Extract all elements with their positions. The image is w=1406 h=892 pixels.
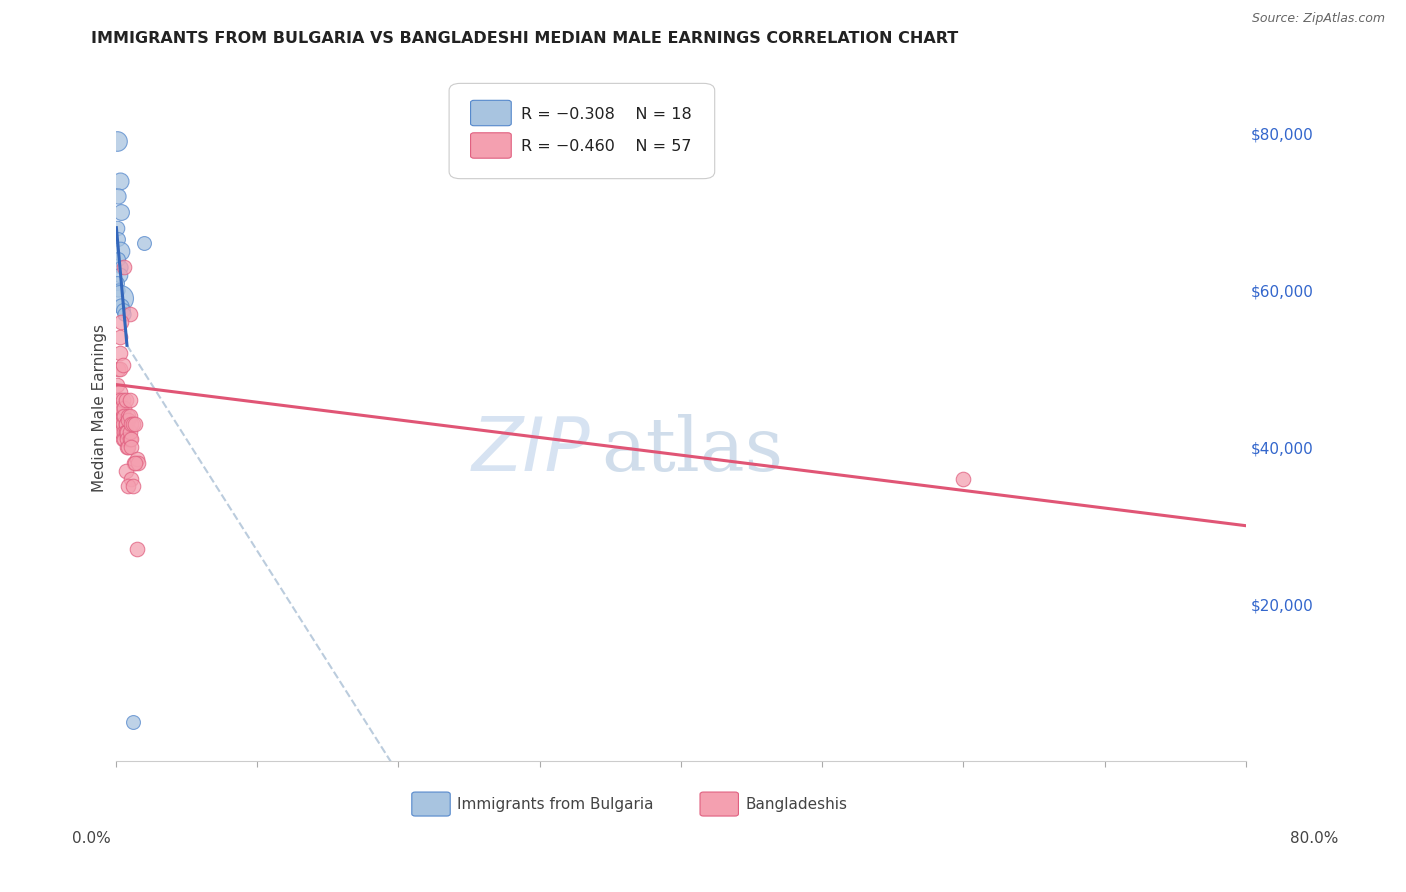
Text: Bangladeshis: Bangladeshis: [745, 797, 848, 812]
Point: [117, 440, 139, 454]
Point: [107, 189, 129, 203]
Text: 80.0%: 80.0%: [1291, 831, 1339, 846]
Point: [121, 479, 143, 493]
Text: R = −0.460    N = 57: R = −0.460 N = 57: [522, 139, 692, 154]
Point: [120, 417, 142, 431]
Y-axis label: Median Male Earnings: Median Male Earnings: [93, 324, 107, 492]
Point: [110, 315, 132, 329]
Point: [114, 425, 136, 439]
Point: [115, 425, 138, 439]
Point: [121, 714, 143, 729]
Point: [108, 401, 131, 415]
Point: [118, 307, 141, 321]
FancyBboxPatch shape: [449, 83, 714, 178]
Point: [110, 425, 132, 439]
Point: [112, 409, 135, 423]
Point: [108, 244, 131, 259]
Point: [120, 433, 142, 447]
Point: [110, 299, 132, 313]
Point: [114, 417, 136, 431]
Point: [108, 346, 131, 360]
Point: [108, 291, 131, 305]
Point: [108, 173, 131, 187]
Point: [112, 401, 135, 415]
Point: [112, 425, 135, 439]
Point: [115, 433, 138, 447]
Point: [112, 307, 135, 321]
Point: [114, 425, 136, 439]
Point: [121, 417, 143, 431]
FancyBboxPatch shape: [471, 100, 512, 126]
Point: [108, 393, 131, 408]
Point: [118, 425, 141, 439]
Point: [124, 417, 146, 431]
Point: [107, 284, 129, 298]
Point: [127, 456, 149, 470]
Point: [112, 433, 135, 447]
Point: [122, 456, 145, 470]
Point: [107, 232, 129, 246]
Point: [110, 417, 132, 431]
Point: [105, 135, 128, 149]
Point: [120, 472, 142, 486]
Point: [111, 417, 134, 431]
Point: [112, 260, 135, 274]
Point: [114, 417, 136, 431]
Point: [117, 413, 139, 427]
Point: [114, 464, 136, 478]
Point: [111, 303, 134, 318]
Point: [111, 358, 134, 372]
Point: [108, 330, 131, 344]
Point: [117, 409, 139, 423]
Point: [110, 260, 132, 274]
Point: [110, 205, 132, 219]
Point: [107, 252, 129, 266]
Point: [117, 479, 139, 493]
Point: [105, 377, 128, 392]
Point: [952, 472, 974, 486]
Point: [120, 440, 142, 454]
Point: [110, 413, 132, 427]
Point: [111, 393, 134, 408]
Point: [110, 405, 132, 419]
Point: [107, 409, 129, 423]
Point: [118, 409, 141, 423]
Text: Immigrants from Bulgaria: Immigrants from Bulgaria: [457, 797, 654, 812]
Point: [105, 220, 128, 235]
Point: [105, 276, 128, 290]
Text: ZIP: ZIP: [471, 415, 591, 486]
Point: [111, 433, 134, 447]
Point: [108, 362, 131, 376]
Point: [108, 268, 131, 282]
Point: [108, 385, 131, 400]
Text: 0.0%: 0.0%: [72, 831, 111, 846]
Point: [107, 362, 129, 376]
Point: [111, 409, 134, 423]
Point: [118, 393, 141, 408]
FancyBboxPatch shape: [412, 792, 450, 816]
Text: R = −0.308    N = 18: R = −0.308 N = 18: [522, 107, 692, 122]
Text: Source: ZipAtlas.com: Source: ZipAtlas.com: [1251, 12, 1385, 25]
Point: [110, 401, 132, 415]
Point: [118, 433, 141, 447]
FancyBboxPatch shape: [471, 133, 512, 158]
Point: [132, 236, 155, 251]
Point: [114, 393, 136, 408]
Text: atlas: atlas: [602, 414, 783, 487]
Point: [125, 452, 148, 467]
Text: IMMIGRANTS FROM BULGARIA VS BANGLADESHI MEDIAN MALE EARNINGS CORRELATION CHART: IMMIGRANTS FROM BULGARIA VS BANGLADESHI …: [91, 31, 959, 46]
Point: [115, 440, 138, 454]
Point: [124, 456, 146, 470]
Point: [107, 393, 129, 408]
Point: [125, 542, 148, 557]
FancyBboxPatch shape: [700, 792, 738, 816]
